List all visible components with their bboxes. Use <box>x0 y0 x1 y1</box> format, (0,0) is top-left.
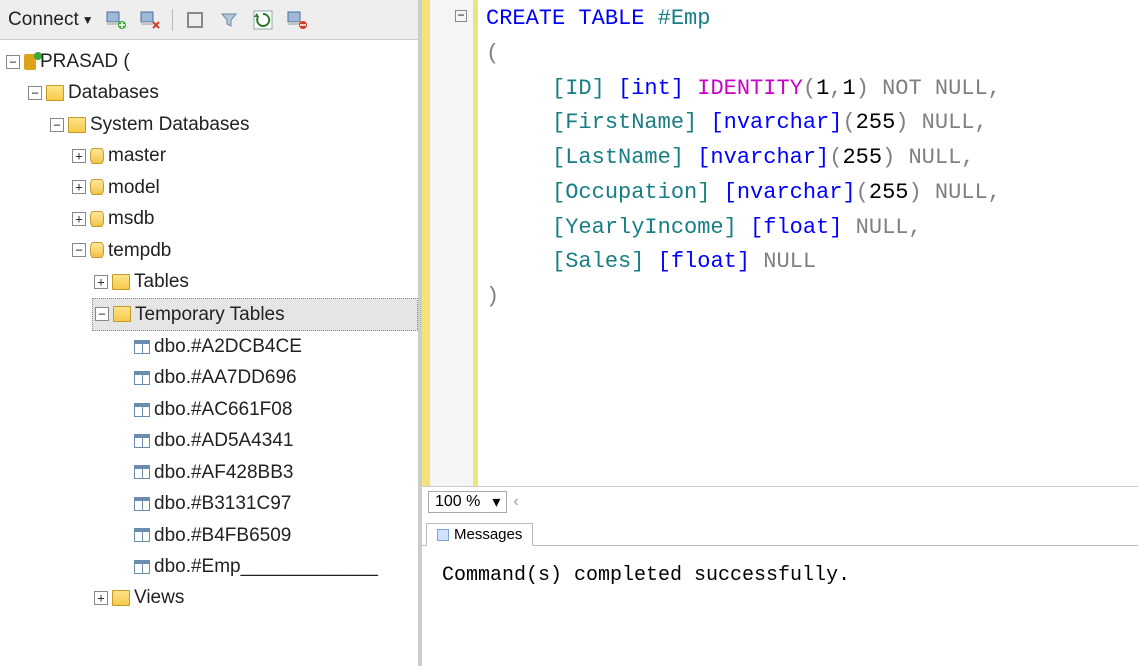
connect-label: Connect <box>8 9 79 31</box>
server-label: PRASAD ( <box>40 47 130 76</box>
db-label: tempdb <box>108 236 171 265</box>
stop-icon[interactable] <box>183 8 207 32</box>
db-label: msdb <box>108 204 154 233</box>
tables-node[interactable]: + Tables <box>92 266 418 297</box>
sql-editor[interactable]: − CREATE TABLE #Emp ( [ID] [int] IDENTIT… <box>422 0 1138 486</box>
temp-table-item[interactable]: dbo.#AF428BB3 <box>114 457 418 488</box>
tab-messages[interactable]: Messages <box>426 523 533 546</box>
database-icon <box>90 242 104 258</box>
folder-icon <box>113 306 131 322</box>
filter-icon[interactable] <box>217 8 241 32</box>
table-icon <box>134 371 150 385</box>
table-icon <box>134 465 150 479</box>
temp-tables-list: dbo.#A2DCB4CEdbo.#AA7DD696dbo.#AC661F08d… <box>92 331 418 583</box>
toolbar-separator <box>172 9 173 31</box>
zoom-bar: 100 % ▾ ‹ <box>422 486 1138 516</box>
databases-node[interactable]: − Databases <box>26 77 418 108</box>
temp-table-label: dbo.#B4FB6509 <box>154 521 291 550</box>
temp-tables-label: Temporary Tables <box>135 300 285 329</box>
expand-icon[interactable]: + <box>94 275 108 289</box>
messages-icon <box>437 529 449 541</box>
views-node[interactable]: + Views <box>92 582 418 613</box>
expand-icon[interactable]: + <box>94 591 108 605</box>
folder-icon <box>112 590 130 606</box>
chevron-down-icon: ▾ <box>492 492 500 512</box>
editor-area: − CREATE TABLE #Emp ( [ID] [int] IDENTIT… <box>422 0 1138 666</box>
table-icon <box>134 434 150 448</box>
refresh-icon[interactable] <box>251 8 275 32</box>
folder-icon <box>68 117 86 133</box>
temp-table-label: dbo.#AA7DD696 <box>154 363 297 392</box>
scroll-left-icon[interactable]: ‹ <box>513 493 518 511</box>
folder-icon <box>46 85 64 101</box>
tab-label: Messages <box>454 526 522 543</box>
temp-table-label: dbo.#Emp_____________ <box>154 552 378 581</box>
collapse-icon[interactable]: − <box>50 118 64 132</box>
database-icon <box>90 211 104 227</box>
table-icon <box>134 340 150 354</box>
temp-tables-node[interactable]: − Temporary Tables <box>92 298 418 331</box>
tree-view[interactable]: − PRASAD ( − Databases − <box>0 40 418 666</box>
table-icon <box>134 403 150 417</box>
temp-table-item[interactable]: dbo.#B4FB6509 <box>114 520 418 551</box>
add-server-icon[interactable] <box>104 8 128 32</box>
connect-button[interactable]: Connect ▼ <box>8 9 94 31</box>
tables-label: Tables <box>134 267 189 296</box>
table-icon <box>134 528 150 542</box>
collapse-icon[interactable]: − <box>95 307 109 321</box>
temp-table-item[interactable]: dbo.#B3131C97 <box>114 488 418 519</box>
temp-table-item[interactable]: dbo.#A2DCB4CE <box>114 331 418 362</box>
change-indicator <box>422 0 430 486</box>
temp-table-label: dbo.#AF428BB3 <box>154 458 293 487</box>
views-label: Views <box>134 583 184 612</box>
results-tabs: Messages <box>422 516 1138 546</box>
collapse-icon[interactable]: − <box>6 55 20 69</box>
folder-icon <box>112 274 130 290</box>
explorer-toolbar: Connect ▼ <box>0 0 418 40</box>
remove-server-icon[interactable] <box>138 8 162 32</box>
db-master[interactable]: + master <box>70 140 418 171</box>
expand-icon[interactable]: + <box>72 180 86 194</box>
collapse-icon[interactable]: − <box>72 243 86 257</box>
temp-table-item[interactable]: dbo.#AA7DD696 <box>114 362 418 393</box>
collapse-icon[interactable]: − <box>28 86 42 100</box>
temp-table-label: dbo.#B3131C97 <box>154 489 291 518</box>
db-msdb[interactable]: + msdb <box>70 203 418 234</box>
temp-table-item[interactable]: dbo.#Emp_____________ <box>114 551 418 582</box>
db-label: master <box>108 141 166 170</box>
expand-icon[interactable]: + <box>72 149 86 163</box>
messages-panel: Command(s) completed successfully. <box>422 546 1138 666</box>
server-icon <box>24 54 36 70</box>
editor-gutter: − <box>430 0 474 486</box>
server-node[interactable]: − PRASAD ( <box>4 46 418 77</box>
delete-server-icon[interactable] <box>285 8 309 32</box>
temp-table-item[interactable]: dbo.#AD5A4341 <box>114 425 418 456</box>
database-icon <box>90 148 104 164</box>
zoom-value: 100 % <box>435 493 480 511</box>
db-tempdb[interactable]: − tempdb <box>70 235 418 266</box>
table-icon <box>134 560 150 574</box>
expand-icon[interactable]: + <box>72 212 86 226</box>
temp-table-label: dbo.#A2DCB4CE <box>154 332 302 361</box>
temp-table-item[interactable]: dbo.#AC661F08 <box>114 394 418 425</box>
system-databases-node[interactable]: − System Databases <box>48 109 418 140</box>
table-icon <box>134 497 150 511</box>
temp-table-label: dbo.#AC661F08 <box>154 395 292 424</box>
sql-code[interactable]: CREATE TABLE #Emp ( [ID] [int] IDENTITY(… <box>478 0 1138 486</box>
db-label: model <box>108 173 160 202</box>
zoom-dropdown[interactable]: 100 % ▾ <box>428 491 507 513</box>
chevron-down-icon: ▼ <box>82 13 94 27</box>
temp-table-label: dbo.#AD5A4341 <box>154 426 293 455</box>
sysdb-label: System Databases <box>90 110 249 139</box>
message-text: Command(s) completed successfully. <box>442 564 850 587</box>
database-icon <box>90 179 104 195</box>
fold-icon[interactable]: − <box>455 10 467 22</box>
object-explorer: Connect ▼ − PRASAD ( <box>0 0 422 666</box>
db-model[interactable]: + model <box>70 172 418 203</box>
databases-label: Databases <box>68 78 159 107</box>
